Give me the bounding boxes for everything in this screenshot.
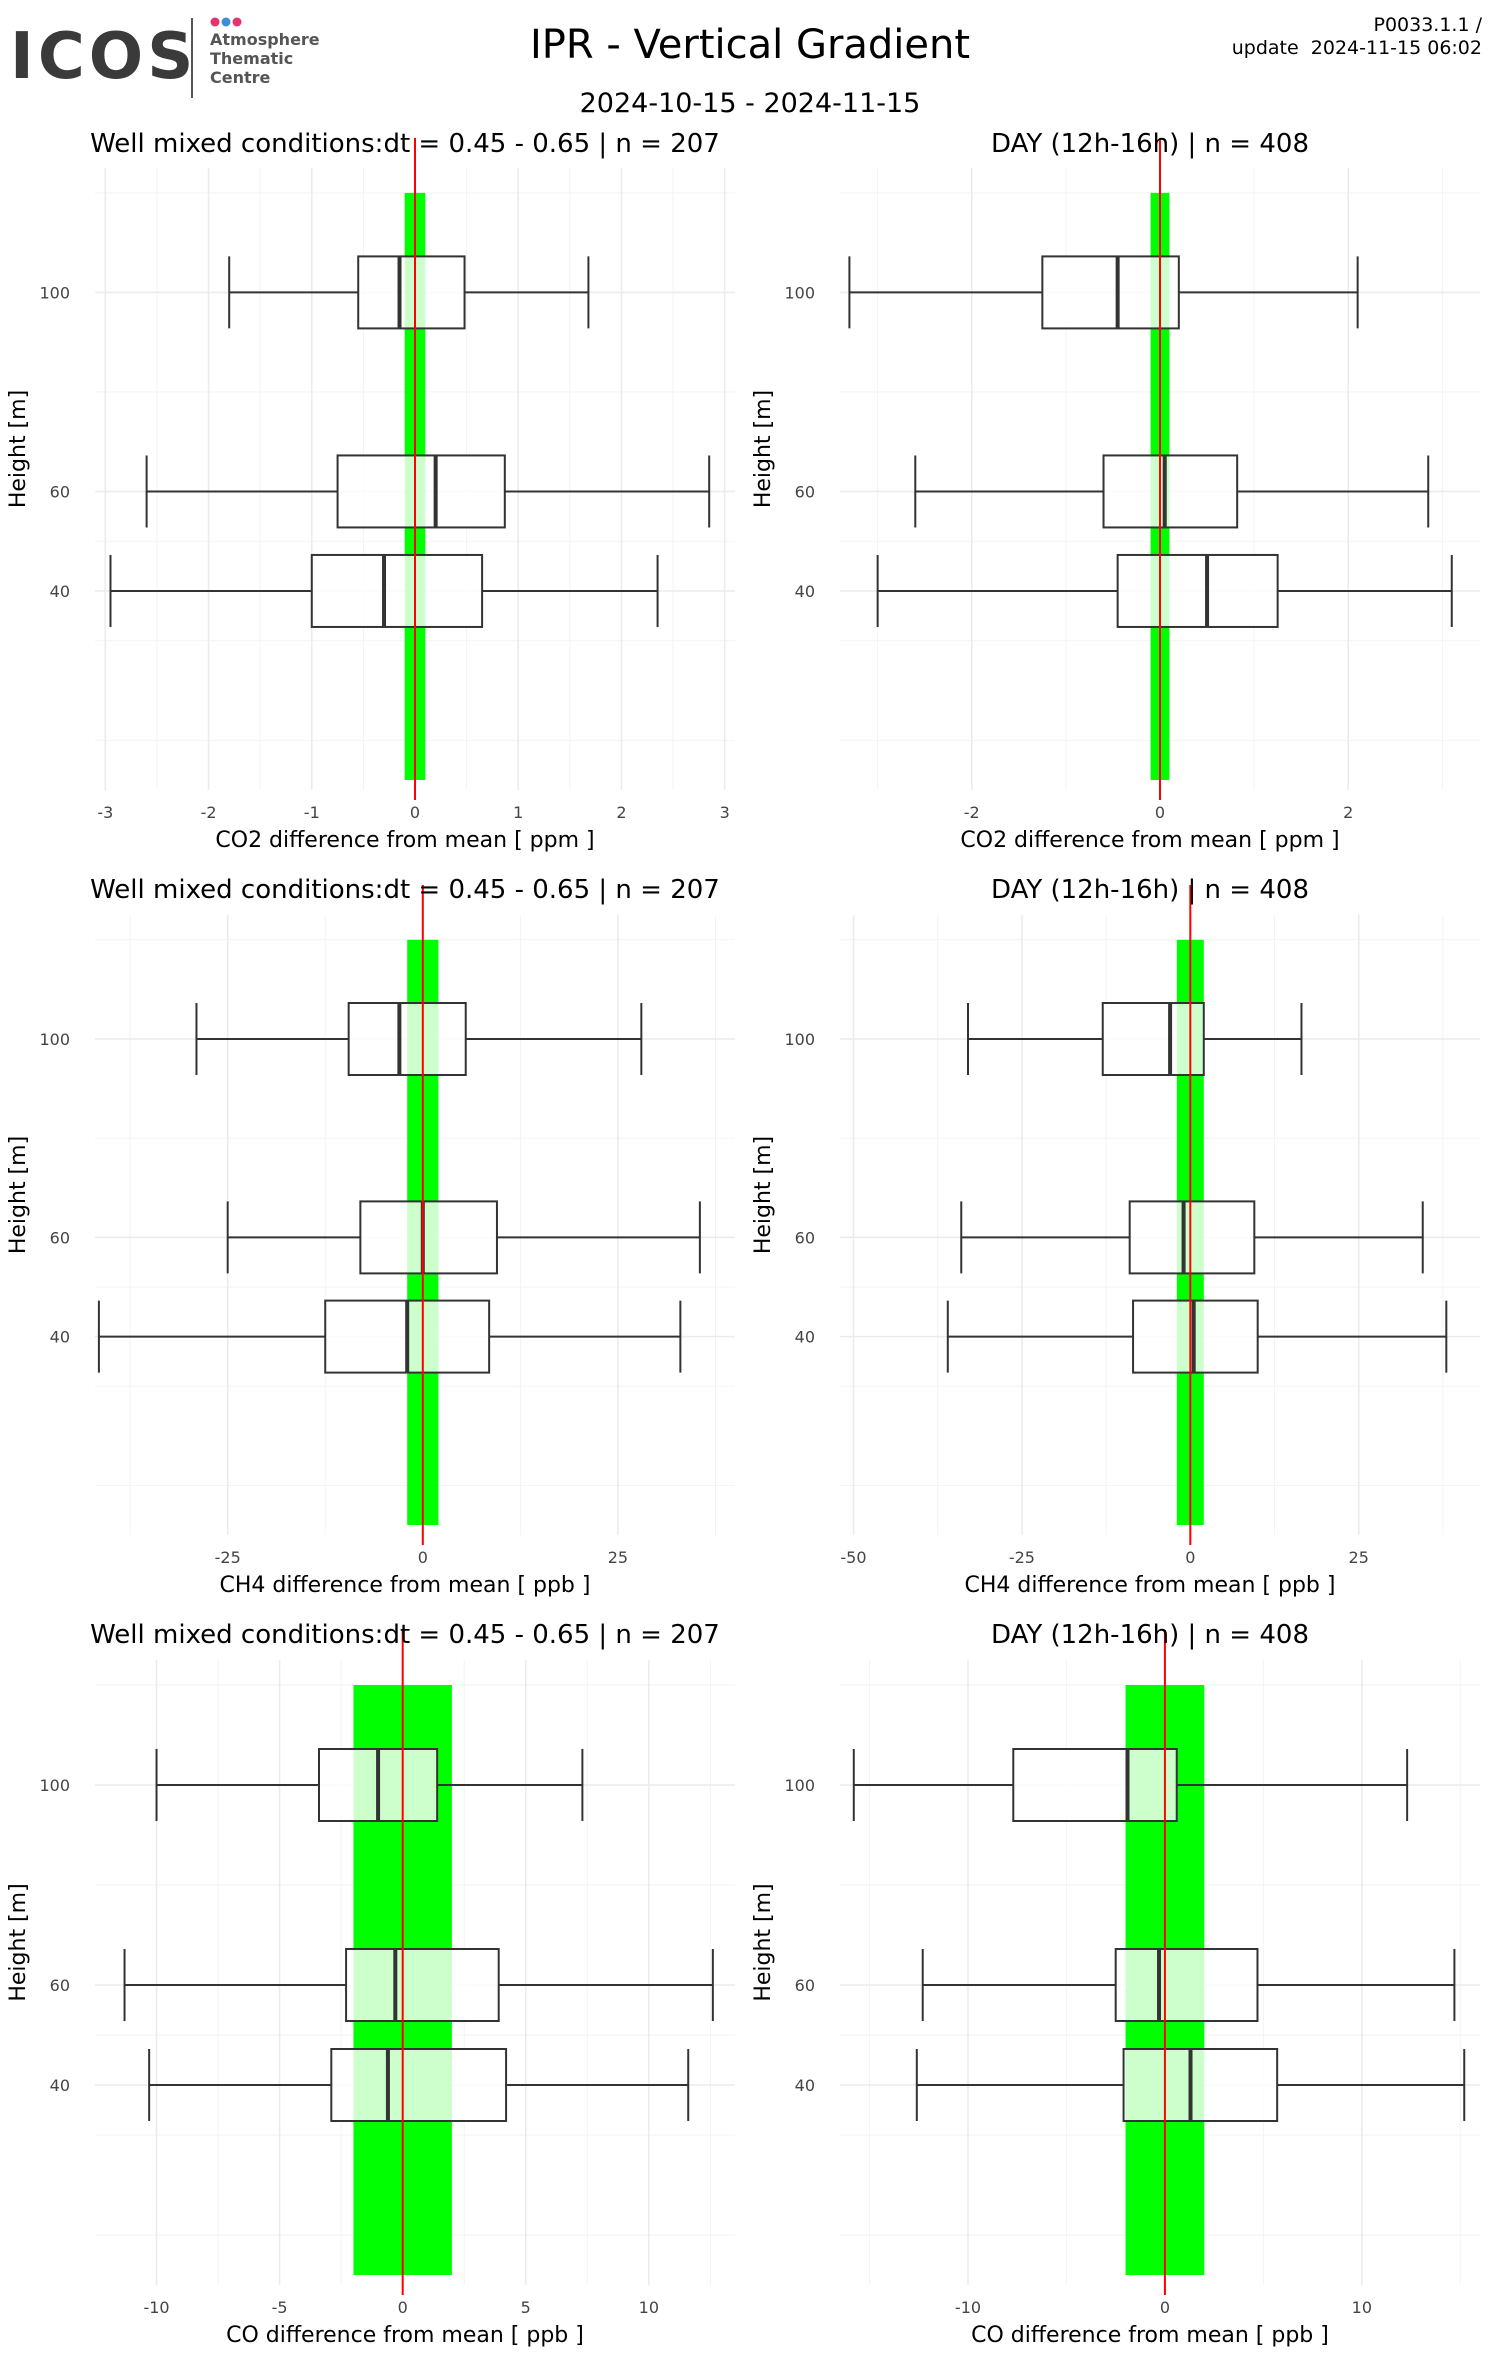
logo-subtitle-line: Centre [210,68,271,87]
chart-title: DAY (12h-16h) | n = 408 [991,129,1309,159]
box-iqr [347,1002,467,1076]
date-range: 2024-10-15 - 2024-11-15 [579,88,921,119]
box-iqr [1101,1002,1205,1076]
y-tick-label: 40 [50,2076,70,2095]
x-tick-label: 25 [1349,1548,1369,1567]
version-info: P0033.1.1 / update 2024-11-15 06:02 [1232,14,1482,60]
x-tick-label: 0 [398,2298,408,2317]
y-tick-label: 60 [50,1228,70,1247]
chart-panel: -25 0 25 40 60 100 Well mixed conditions:dt = … [6,875,735,1598]
chart-panel: -10 -5 0 5 10 40 60 100 Well mixed conditions:dt… [6,1620,735,2348]
x-axis-label: CH4 difference from mean [ ppb ] [965,1573,1336,1598]
chart-title: Well mixed conditions:dt = 0.45 - 0.65 |… [90,1620,720,1650]
y-tick-label: 40 [50,582,70,601]
x-tick-label: -3 [97,803,113,822]
x-tick-label: 2 [616,803,626,822]
box-iqr [336,454,506,529]
y-tick-label: 100 [39,283,70,302]
logo-text: ICOS [10,20,197,94]
box-iqr [1041,255,1180,330]
y-tick-label: 60 [50,482,70,501]
y-tick-label: 100 [784,283,815,302]
x-tick-label: 0 [410,803,420,822]
y-tick-label: 60 [795,482,815,501]
x-axis-label: CO difference from mean [ ppb ] [971,2323,1329,2348]
box-iqr [1122,2048,1279,2122]
chart-panel: -3 -2 -1 0 1 2 3 40 60 100 Well mixed conditions:d… [6,129,735,853]
version-label: P0033.1.1 / [1373,14,1482,36]
x-tick-label: -10 [143,2298,169,2317]
logo-subtitle-line: Atmosphere [210,30,320,49]
y-tick-label: 100 [784,1776,815,1795]
x-tick-label: 0 [418,1548,428,1567]
y-tick-label: 100 [784,1030,815,1049]
x-tick-label: -25 [1009,1548,1035,1567]
x-tick-label: -2 [201,803,217,822]
x-axis-label: CO2 difference from mean [ ppm ] [960,828,1339,853]
chart-title: Well mixed conditions:dt = 0.45 - 0.65 |… [90,875,720,905]
logo-dot [232,17,242,27]
x-axis-label: CO2 difference from mean [ ppm ] [215,828,594,853]
x-tick-label: 25 [608,1548,628,1567]
chart-panel: -50 -25 0 25 40 60 100 DAY (12h-16h) | n = 408 C… [751,875,1480,1598]
y-tick-label: 40 [795,1328,815,1347]
chart-panel: -10 0 10 40 60 100 DAY (12h-16h) | n = 408 CO d… [751,1620,1480,2348]
y-tick-label: 40 [795,2076,815,2095]
y-axis-label: Height [m] [6,1883,31,2001]
y-axis-label: Height [m] [6,1136,31,1254]
x-tick-label: 3 [720,803,730,822]
logo-subtitle-line: Thematic [210,49,293,68]
y-axis-label: Height [m] [6,390,31,508]
x-tick-label: 10 [1352,2298,1372,2317]
y-axis-label: Height [m] [751,1136,776,1254]
x-tick-label: 0 [1155,803,1165,822]
x-tick-label: 0 [1160,2298,1170,2317]
box-iqr [359,1200,498,1275]
box-iqr [1116,553,1279,628]
y-tick-label: 60 [50,1976,70,1995]
y-tick-label: 60 [795,1976,815,1995]
box-iqr [345,1948,500,2022]
y-tick-label: 100 [39,1030,70,1049]
x-tick-label: 10 [639,2298,659,2317]
box-iqr [357,255,466,330]
logo-dot [210,17,220,27]
x-tick-label: -1 [304,803,320,822]
x-tick-label: 0 [1185,1548,1195,1567]
y-axis-label: Height [m] [751,390,776,508]
box-iqr [330,2048,508,2122]
x-axis-label: CH4 difference from mean [ ppb ] [220,1573,591,1598]
page-title: IPR - Vertical Gradient [529,22,971,68]
chart-title: Well mixed conditions:dt = 0.45 - 0.65 |… [90,129,720,159]
x-tick-label: -50 [840,1548,866,1567]
icos-logo: ICOS Atmosphere Thematic Centre [10,12,320,102]
y-tick-label: 60 [795,1228,815,1247]
chart-title: DAY (12h-16h) | n = 408 [991,875,1309,905]
logo-dot [221,17,231,27]
x-tick-label: -10 [955,2298,981,2317]
box-iqr [1114,1948,1259,2022]
x-tick-label: 1 [513,803,523,822]
box-iqr [1012,1748,1178,1822]
chart-title: DAY (12h-16h) | n = 408 [991,1620,1309,1650]
y-tick-label: 100 [39,1776,70,1795]
y-tick-label: 40 [795,582,815,601]
x-tick-label: 5 [521,2298,531,2317]
x-tick-label: -2 [964,803,980,822]
y-tick-label: 40 [50,1328,70,1347]
box-iqr [310,553,484,628]
x-tick-label: -5 [272,2298,288,2317]
box-iqr [1102,454,1239,529]
box-iqr [1128,1200,1256,1275]
update-label: update 2024-11-15 06:02 [1231,37,1482,59]
x-tick-label: 2 [1343,803,1353,822]
x-tick-label: -25 [215,1548,241,1567]
y-axis-label: Height [m] [751,1883,776,2001]
x-axis-label: CO difference from mean [ ppb ] [226,2323,584,2348]
chart-panel: -2 0 2 40 60 100 DAY (12h-16h) | n = 408 CO2 di… [751,129,1480,853]
